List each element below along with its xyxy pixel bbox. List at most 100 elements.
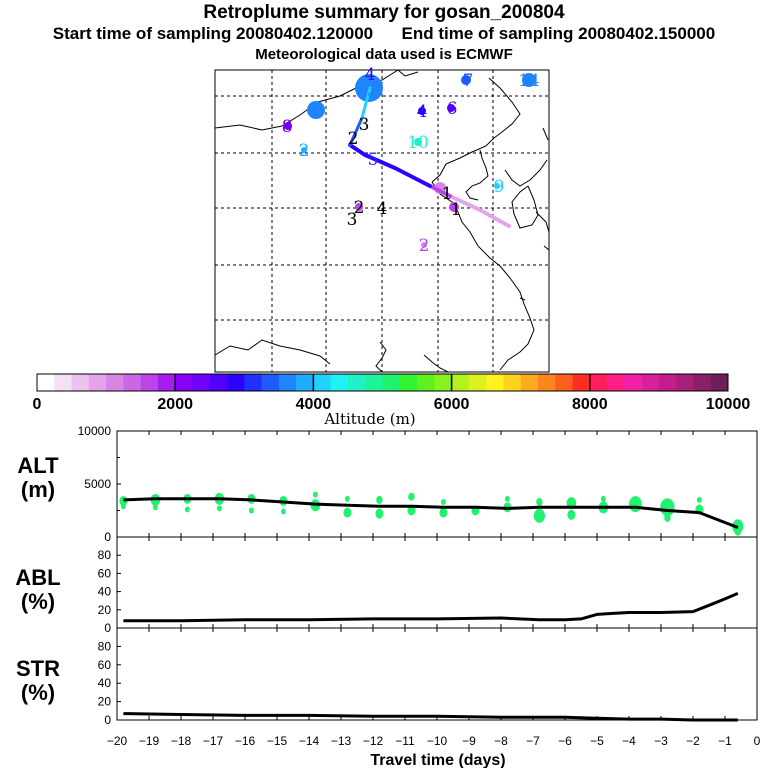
map-dot bbox=[421, 242, 427, 248]
y-tick-label: 20 bbox=[98, 603, 112, 617]
map-dot bbox=[418, 107, 426, 115]
map-dot bbox=[522, 73, 536, 87]
map-dot bbox=[307, 101, 325, 119]
x-tick-label: −1 bbox=[718, 734, 732, 748]
map-dot bbox=[301, 147, 307, 153]
panel-frame bbox=[116, 627, 758, 721]
x-tick-label: −14 bbox=[299, 734, 320, 748]
x-tick-label: −6 bbox=[558, 734, 572, 748]
colorbar-label: Altitude (m) bbox=[323, 410, 415, 428]
plume-point bbox=[441, 499, 446, 506]
colorbar-cell bbox=[106, 374, 124, 391]
plume-point bbox=[281, 508, 286, 515]
colorbar-cell bbox=[451, 374, 470, 391]
panel-str: 80 60 40 20 0 STR(%) bbox=[16, 627, 758, 727]
colorbar-tick-label: 4000 bbox=[296, 396, 332, 413]
time-series-panels: 1000050000ALT(m)806040200ABL(%)806040200… bbox=[15, 424, 758, 727]
chart-title: Retroplume summary for gosan_200804 bbox=[203, 2, 565, 23]
colorbar-cell bbox=[175, 374, 193, 391]
map-label: 2 bbox=[299, 141, 310, 161]
map-label: 8 bbox=[282, 117, 293, 137]
map-label: 9 bbox=[494, 177, 505, 197]
colorbar-cell bbox=[365, 374, 383, 391]
map-dot bbox=[284, 122, 292, 130]
plume-point bbox=[536, 498, 543, 507]
colorbar-cell bbox=[347, 374, 366, 391]
plume-point bbox=[343, 507, 352, 518]
map-plume-dots bbox=[284, 73, 536, 248]
colorbar-frame bbox=[36, 373, 729, 392]
plume-point bbox=[533, 508, 546, 523]
plume-point bbox=[734, 527, 741, 536]
colorbar-cell bbox=[676, 374, 694, 391]
plume-point bbox=[505, 495, 510, 502]
y-tick-label: 5000 bbox=[84, 477, 111, 491]
end-time-label: End time of sampling 20080402.150000 bbox=[401, 24, 716, 43]
plume-point bbox=[375, 508, 384, 519]
colorbar-cell bbox=[624, 374, 642, 391]
map-label: 7 bbox=[463, 71, 474, 91]
series-line bbox=[123, 712, 738, 722]
colorbar-cell bbox=[693, 374, 712, 391]
colorbar-tick-label: 6000 bbox=[434, 396, 470, 413]
panel-frame bbox=[116, 536, 758, 629]
colorbar-cell bbox=[434, 374, 452, 391]
colorbar-cell bbox=[54, 374, 72, 391]
start-time-label: Start time of sampling 20080402.120000 bbox=[52, 24, 374, 43]
colorbar-cell bbox=[382, 374, 401, 391]
colorbar-cell bbox=[157, 374, 176, 391]
map-dot bbox=[494, 183, 500, 189]
x-tick-label: −17 bbox=[203, 734, 224, 748]
colorbar-cell bbox=[658, 374, 677, 391]
map-label: 1 bbox=[442, 184, 453, 204]
map-grid bbox=[215, 70, 549, 372]
plume-point bbox=[185, 506, 190, 513]
colorbar-cell bbox=[313, 374, 331, 391]
colorbar-cell bbox=[486, 374, 504, 391]
series-line bbox=[123, 592, 739, 623]
colorbar-cell bbox=[209, 374, 228, 391]
map-label: 4 bbox=[365, 65, 376, 85]
map-dot bbox=[355, 203, 363, 211]
y-axis-unit: (%) bbox=[21, 589, 55, 614]
y-tick-label: 60 bbox=[98, 658, 112, 672]
colorbar-cell bbox=[227, 374, 245, 391]
x-tick-labels: −20 −19 −18 −17 −16 −15 −14 −13 −12 −11 −10 −9 −8 −7−… bbox=[107, 734, 761, 748]
x-tick-label: −8 bbox=[494, 734, 508, 748]
colorbar-cell bbox=[296, 374, 314, 391]
map-label: 4 bbox=[417, 102, 428, 122]
y-tick-label: 40 bbox=[98, 676, 112, 690]
x-tick-label: −7 bbox=[526, 734, 540, 748]
y-axis-label: ABL bbox=[15, 565, 60, 590]
plume-point bbox=[249, 507, 254, 514]
colorbar-cell bbox=[641, 374, 660, 391]
colorbar-tick-label: 2000 bbox=[157, 396, 193, 413]
x-tick-label: 0 bbox=[754, 734, 761, 748]
colorbar-cell bbox=[123, 374, 141, 391]
plume-point bbox=[664, 513, 671, 522]
y-tick-label: 10000 bbox=[78, 424, 112, 438]
colorbar-cell bbox=[278, 374, 297, 391]
plume-point bbox=[567, 509, 576, 520]
map-label: 1 bbox=[451, 200, 462, 220]
sampling-times: Start time of sampling 20080402.120000 E… bbox=[0, 24, 768, 44]
plume-point bbox=[313, 491, 318, 498]
plume-point bbox=[217, 505, 222, 512]
x-tick-label: −16 bbox=[235, 734, 256, 748]
met-data-label: Meteorological data used is ECMWF bbox=[255, 46, 513, 63]
map-label: 2 bbox=[354, 198, 365, 218]
colorbar-cell bbox=[330, 374, 349, 391]
map-label: 4 bbox=[377, 199, 388, 219]
y-tick-label: 20 bbox=[98, 695, 112, 709]
colorbar-cell bbox=[572, 374, 591, 391]
colorbar-cell bbox=[537, 374, 556, 391]
x-tick-label: −10 bbox=[427, 734, 448, 748]
x-tick-label: −18 bbox=[171, 734, 192, 748]
map-dot bbox=[461, 75, 471, 85]
colorbar-tick-label: 8000 bbox=[572, 396, 608, 413]
y-axis-unit: (m) bbox=[21, 477, 55, 502]
altitude-colorbar: 0 2000 4000 6000 8000 10000 Altitude (m) bbox=[33, 373, 750, 428]
y-axis-label: ALT bbox=[17, 453, 59, 478]
